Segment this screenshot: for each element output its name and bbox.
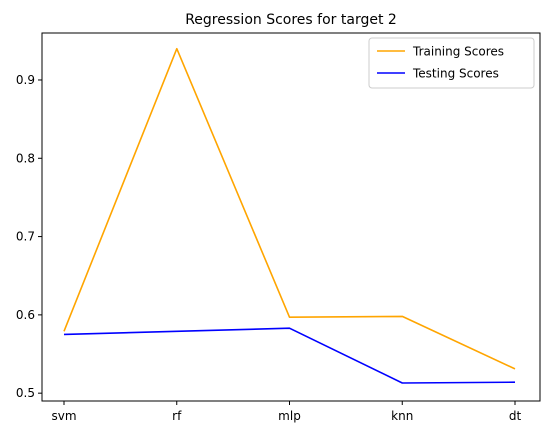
legend-label: Training Scores: [412, 45, 504, 59]
series-line-testing-scores: [64, 328, 515, 383]
x-tick-label: dt: [509, 409, 522, 423]
y-tick-label: 0.6: [16, 308, 35, 322]
x-tick-label: mlp: [278, 409, 301, 423]
chart-title: Regression Scores for target 2: [185, 12, 397, 28]
y-tick-label: 0.9: [16, 73, 35, 87]
y-tick-label: 0.8: [16, 151, 35, 165]
y-tick-label: 0.5: [16, 386, 35, 400]
x-tick-label: svm: [51, 409, 76, 423]
x-tick-label: knn: [391, 409, 413, 423]
x-axis: svm rf mlp knn dt: [51, 401, 521, 423]
series-line-training-scores: [64, 49, 515, 369]
x-tick-label: rf: [172, 409, 182, 423]
legend-label: Testing Scores: [412, 67, 499, 81]
legend: Training Scores Testing Scores: [369, 38, 534, 88]
y-tick-label: 0.7: [16, 230, 35, 244]
y-axis: 0.5 0.6 0.7 0.8 0.9: [16, 73, 42, 400]
series-layer: [64, 49, 515, 383]
